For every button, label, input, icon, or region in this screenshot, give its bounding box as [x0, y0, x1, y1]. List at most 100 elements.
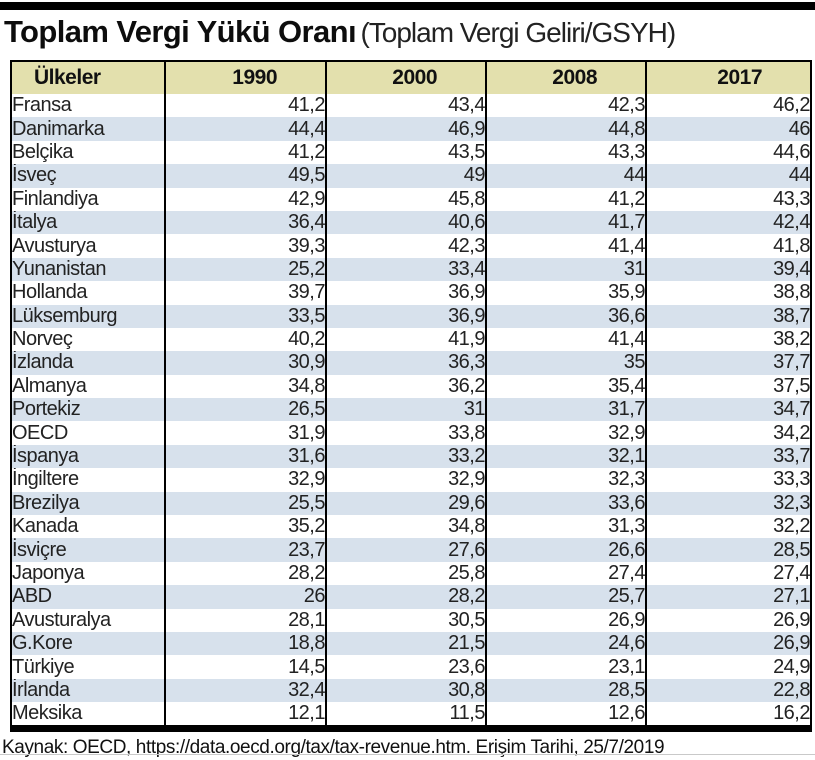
table-row: Danimarka 44,4 46,9 44,8 46	[11, 117, 811, 141]
value-cell: 11,5	[325, 702, 486, 729]
value-cell: 28,5	[645, 538, 811, 562]
value-cell: 41,7	[485, 210, 646, 235]
country-cell: Danimarka	[12, 117, 105, 140]
value-cell: 35,2	[164, 515, 326, 539]
country-cell: Avusturalya	[12, 608, 111, 631]
country-cell: Norveç	[12, 328, 73, 351]
value-cell: 26	[164, 585, 326, 609]
table-row: Hollanda 39,7 36,9 35,9 38,8	[11, 281, 811, 305]
value-cell: 25,8	[325, 561, 486, 586]
value-cell: 34,8	[325, 515, 486, 539]
country-cell: Fransa	[12, 94, 72, 117]
header-countries: Ülkeler	[11, 61, 165, 94]
table-row: Lüksemburg 33,5 36,9 36,6 38,7	[11, 304, 811, 328]
value-cell: 32,3	[645, 491, 811, 516]
country-cell: İzlanda	[12, 351, 74, 374]
value-cell: 25,5	[164, 491, 326, 516]
country-cell: G.Kore	[12, 632, 73, 655]
value-cell: 35,9	[485, 281, 646, 305]
country-cell: Türkiye	[12, 655, 75, 678]
country-cell: Meksika	[12, 702, 82, 725]
value-cell: 33,5	[164, 304, 326, 328]
value-cell: 37,7	[645, 351, 811, 375]
header-row: Ülkeler 1990 2000 2008 2017	[11, 61, 811, 94]
value-cell: 41,8	[645, 234, 811, 258]
value-cell: 42,3	[325, 234, 486, 258]
page-title: Toplam Vergi Yükü Oranı (Toplam Vergi Ge…	[4, 13, 815, 56]
value-cell: 28,5	[485, 678, 646, 703]
value-cell: 39,3	[164, 234, 326, 258]
value-cell: 44,4	[164, 117, 326, 141]
value-cell: 12,6	[485, 702, 646, 729]
table-row: İrlanda 32,4 30,8 28,5 22,8	[11, 678, 811, 703]
value-cell: 36,9	[325, 304, 486, 328]
value-cell: 32,4	[164, 678, 326, 703]
value-cell: 27,1	[645, 585, 811, 609]
value-cell: 38,8	[645, 281, 811, 305]
value-cell: 30,8	[325, 678, 486, 703]
country-cell: İrlanda	[12, 678, 70, 701]
country-cell: Hollanda	[12, 281, 87, 304]
country-cell: Brezilya	[12, 491, 80, 514]
table-row: İtalya 36,4 40,6 41,7 42,4	[11, 210, 811, 235]
value-cell: 28,1	[164, 608, 326, 632]
country-cell: Portekiz	[12, 398, 81, 421]
value-cell: 43,3	[485, 140, 646, 165]
value-cell: 29,6	[325, 491, 486, 516]
table-body: Fransa 41,2 43,4 42,3 46,2 Danimarka 44,4 46,9 4…	[11, 94, 811, 729]
value-cell: 34,7	[645, 398, 811, 422]
value-cell: 44	[485, 164, 646, 188]
value-cell: 27,4	[645, 561, 811, 586]
value-cell: 26,5	[164, 398, 326, 422]
country-cell: İsveç	[12, 164, 57, 187]
value-cell: 41,4	[485, 327, 646, 352]
value-cell: 42,9	[164, 187, 326, 211]
country-cell: Lüksemburg	[12, 304, 118, 327]
value-cell: 32,3	[485, 468, 646, 492]
value-cell: 23,6	[325, 655, 486, 679]
value-cell: 32,9	[485, 421, 646, 445]
value-cell: 33,2	[325, 444, 486, 469]
value-cell: 41,4	[485, 234, 646, 258]
value-cell: 31,3	[485, 515, 646, 539]
value-cell: 27,4	[485, 561, 646, 586]
value-cell: 28,2	[325, 585, 486, 609]
value-cell: 41,2	[164, 94, 326, 118]
value-cell: 49	[325, 164, 486, 188]
value-cell: 35,4	[485, 374, 646, 399]
value-cell: 46,2	[645, 94, 811, 118]
table-row: Yunanistan 25,2 33,4 31 39,4	[11, 257, 811, 282]
value-cell: 23,7	[164, 538, 326, 562]
value-cell: 37,5	[645, 374, 811, 399]
bottom-hairline	[0, 754, 815, 755]
value-cell: 31	[325, 398, 486, 422]
value-cell: 31,6	[164, 444, 326, 469]
value-cell: 27,6	[325, 538, 486, 562]
value-cell: 41,9	[325, 327, 486, 352]
value-cell: 42,3	[485, 94, 646, 118]
country-cell: İspanya	[12, 445, 79, 468]
country-cell: İtalya	[12, 211, 57, 234]
country-cell: Japonya	[12, 562, 85, 584]
value-cell: 43,5	[325, 140, 486, 165]
value-cell: 44	[645, 164, 811, 188]
value-cell: 40,6	[325, 210, 486, 235]
value-cell: 41,2	[164, 140, 326, 165]
value-cell: 44,6	[645, 140, 811, 165]
value-cell: 36,3	[325, 351, 486, 375]
country-cell: Belçika	[12, 140, 73, 163]
value-cell: 32,9	[164, 468, 326, 492]
value-cell: 26,9	[485, 608, 646, 632]
value-cell: 43,3	[645, 187, 811, 211]
table-row: Brezilya 25,5 29,6 33,6 32,3	[11, 491, 811, 516]
value-cell: 36,6	[485, 304, 646, 328]
value-cell: 24,6	[485, 631, 646, 656]
value-cell: 42,4	[645, 210, 811, 235]
table-row: Fransa 41,2 43,4 42,3 46,2	[11, 94, 811, 118]
value-cell: 32,2	[645, 515, 811, 539]
value-cell: 22,8	[645, 678, 811, 703]
value-cell: 40,2	[164, 327, 326, 352]
table-row: Kanada 35,2 34,8 31,3 32,2	[11, 515, 811, 539]
value-cell: 26,9	[645, 608, 811, 632]
value-cell: 26,9	[645, 631, 811, 656]
